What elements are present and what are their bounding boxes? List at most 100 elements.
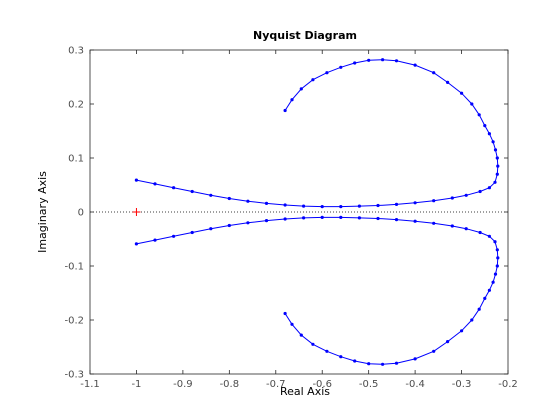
data-point bbox=[464, 227, 468, 231]
data-point bbox=[246, 221, 250, 225]
data-point bbox=[394, 218, 399, 222]
data-point bbox=[478, 189, 482, 194]
data-point bbox=[495, 156, 499, 160]
data-point bbox=[477, 113, 481, 117]
x-tick-label: -0.8 bbox=[220, 379, 240, 390]
x-tick-label: -0.5 bbox=[359, 379, 379, 390]
data-point bbox=[496, 256, 500, 260]
y-tick-label: -0.2 bbox=[64, 316, 84, 327]
data-point bbox=[153, 182, 157, 186]
data-point bbox=[432, 71, 436, 75]
critical-point bbox=[132, 208, 141, 216]
data-point bbox=[283, 203, 287, 207]
data-point bbox=[283, 108, 287, 113]
data-point bbox=[367, 58, 371, 62]
data-point bbox=[477, 307, 481, 311]
data-point bbox=[470, 102, 474, 106]
data-point bbox=[353, 61, 357, 65]
x-tick-label: -0.6 bbox=[312, 379, 332, 390]
data-point bbox=[367, 362, 371, 366]
data-point bbox=[134, 242, 138, 246]
x-tick-label: -0.2 bbox=[498, 379, 518, 390]
data-point bbox=[376, 203, 380, 208]
data-point bbox=[432, 221, 436, 225]
data-point bbox=[339, 205, 343, 209]
data-point bbox=[493, 240, 497, 244]
y-tick-label: -0.1 bbox=[64, 262, 84, 273]
data-point bbox=[487, 288, 491, 292]
data-point bbox=[172, 186, 176, 190]
data-point bbox=[299, 333, 303, 337]
data-point bbox=[381, 58, 385, 62]
x-tick-label: -0.3 bbox=[452, 379, 472, 390]
y-tick-label: 0.1 bbox=[68, 154, 84, 165]
x-tick-label: -0.7 bbox=[266, 379, 286, 390]
data-point bbox=[487, 186, 491, 190]
data-point bbox=[496, 164, 500, 168]
data-point bbox=[134, 178, 138, 182]
data-point bbox=[483, 296, 487, 300]
data-point bbox=[413, 357, 417, 361]
x-tick-label: -1.1 bbox=[80, 379, 100, 390]
data-point bbox=[246, 199, 250, 203]
data-point bbox=[172, 234, 176, 238]
data-point bbox=[495, 248, 499, 252]
data-point bbox=[320, 205, 324, 209]
data-point bbox=[493, 180, 497, 184]
x-axis-ticks: -1.1 -1 -0.9 -0.8 -0.7 -0.6 -0.5 -0.4 -0.3 -0.2 bbox=[80, 50, 518, 390]
data-point bbox=[320, 215, 324, 219]
data-point bbox=[493, 148, 498, 152]
y-tick-label: 0.3 bbox=[68, 46, 84, 57]
data-point bbox=[483, 124, 487, 128]
data-point bbox=[446, 80, 450, 84]
data-point bbox=[264, 201, 269, 205]
data-point bbox=[432, 199, 436, 203]
data-point bbox=[290, 98, 294, 102]
data-point bbox=[339, 215, 343, 219]
chart-title: Nyquist Diagram bbox=[253, 29, 357, 42]
y-axis-label: Imaginary Axis bbox=[36, 171, 49, 253]
y-tick-label: -0.3 bbox=[64, 370, 84, 381]
data-point bbox=[491, 280, 495, 284]
data-point bbox=[495, 264, 499, 268]
data-point bbox=[209, 193, 213, 197]
data-point bbox=[413, 219, 417, 223]
data-point bbox=[413, 63, 417, 67]
data-point bbox=[381, 362, 385, 366]
data-point bbox=[394, 59, 399, 63]
data-point bbox=[357, 204, 361, 208]
data-point bbox=[413, 201, 417, 205]
data-point bbox=[299, 87, 303, 91]
data-point bbox=[493, 272, 498, 276]
y-tick-label: 0.2 bbox=[68, 100, 84, 111]
data-point bbox=[302, 204, 306, 208]
data-point bbox=[302, 216, 306, 220]
data-point bbox=[290, 322, 294, 326]
data-point bbox=[227, 223, 231, 228]
data-point bbox=[460, 91, 464, 95]
data-point bbox=[376, 216, 380, 221]
y-tick-label: 0 bbox=[78, 208, 84, 219]
data-point bbox=[325, 71, 329, 75]
data-point bbox=[190, 189, 194, 194]
data-point bbox=[283, 311, 287, 316]
data-point bbox=[470, 318, 474, 322]
plot-area bbox=[89, 49, 509, 375]
data-point bbox=[464, 193, 468, 197]
data-point bbox=[264, 219, 269, 223]
data-point bbox=[357, 216, 361, 220]
data-point bbox=[209, 227, 213, 231]
data-point bbox=[227, 196, 231, 201]
x-tick-label: -0.9 bbox=[173, 379, 193, 390]
data-point bbox=[460, 329, 464, 333]
x-axis-label: Real Axis bbox=[280, 385, 330, 398]
data-point bbox=[450, 224, 454, 228]
data-point bbox=[491, 140, 495, 144]
data-point bbox=[153, 238, 157, 242]
data-point bbox=[283, 217, 287, 221]
data-point bbox=[432, 349, 436, 353]
data-point bbox=[478, 230, 482, 235]
x-tick-label: -0.4 bbox=[405, 379, 425, 390]
data-point bbox=[311, 342, 315, 346]
